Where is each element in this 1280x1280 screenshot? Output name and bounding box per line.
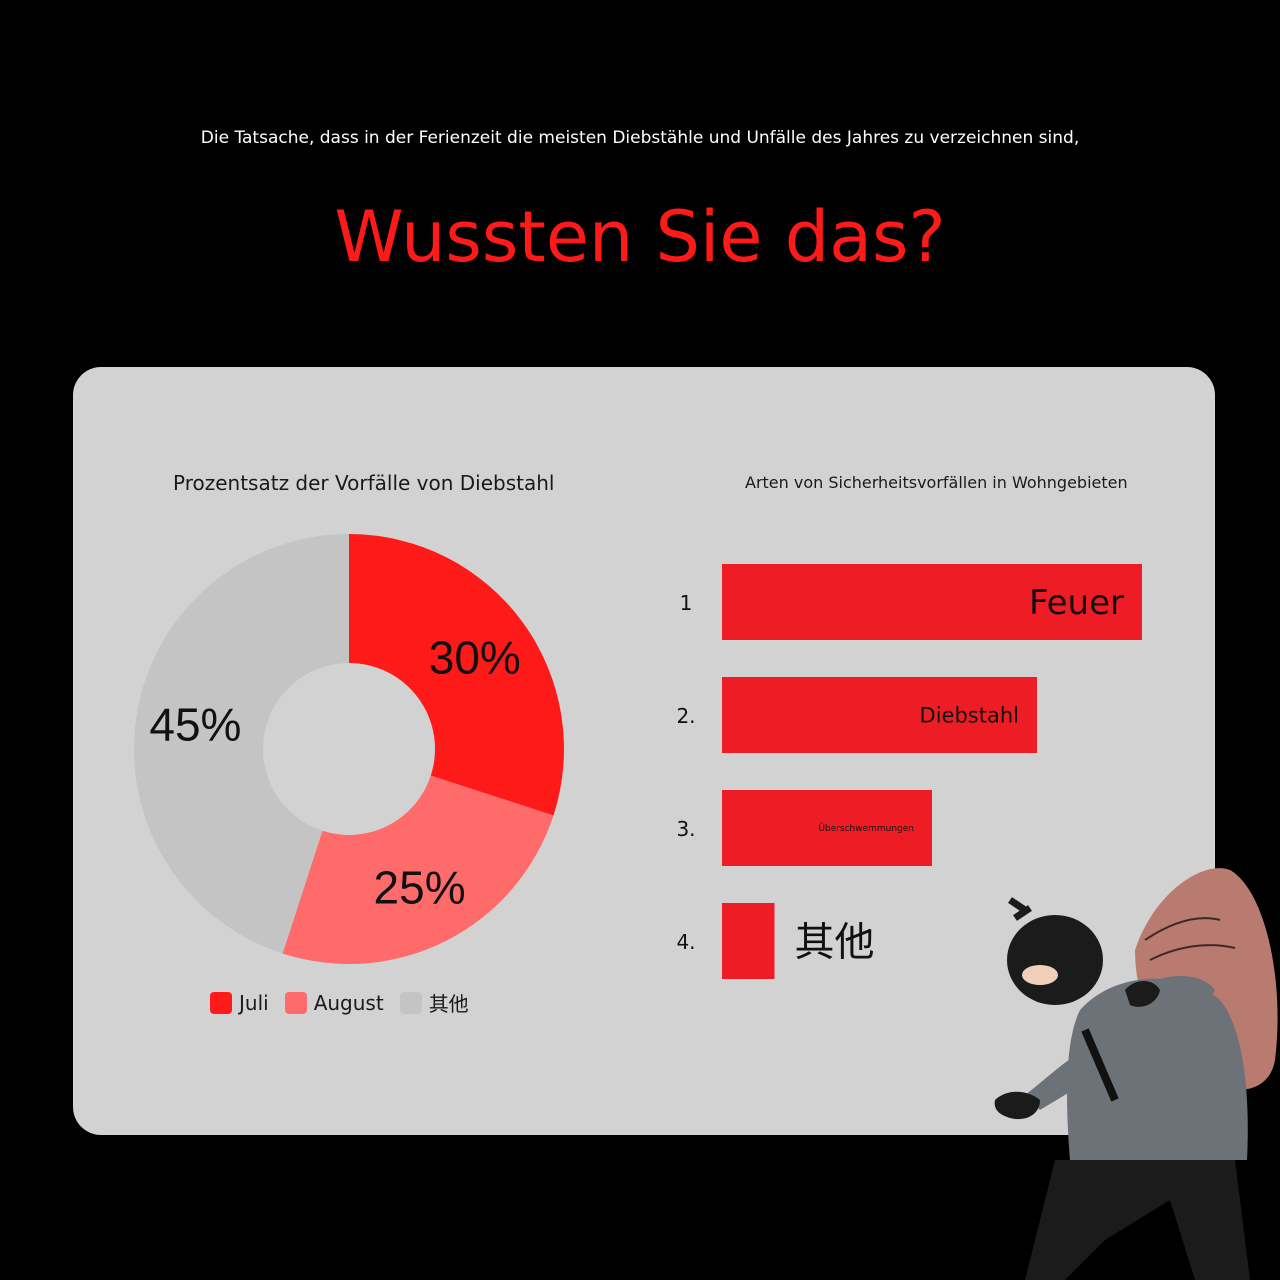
bar-rank-3: 3. xyxy=(676,817,695,841)
pie-slice-other xyxy=(133,534,349,954)
pie-label-other: 45% xyxy=(149,699,241,751)
bar-2 xyxy=(722,677,1037,753)
bar-1 xyxy=(722,564,1142,640)
bar-label-3: Überschwemmungen xyxy=(818,823,914,834)
legend-item-juli: Juli xyxy=(210,991,269,1015)
bar-3 xyxy=(722,790,932,866)
legend-swatch-other xyxy=(399,991,422,1014)
pie-label-juli: 30% xyxy=(429,632,521,684)
bar-rank-1: 1 xyxy=(680,591,693,615)
legend-label-juli: Juli xyxy=(239,990,269,1015)
pie-slice-august xyxy=(282,775,554,965)
bar-label-1: Feuer xyxy=(1029,583,1124,623)
bar-label-2: Diebstahl xyxy=(920,704,1019,728)
bar-rank-2: 2. xyxy=(676,704,695,728)
pie-slice-juli xyxy=(349,534,565,816)
bar-chart-title: Arten von Sicherheitsvorfällen in Wohnge… xyxy=(745,473,1128,492)
bar-4 xyxy=(722,903,775,979)
legend-label-august: August xyxy=(313,990,384,1015)
legend-item-other: 其他 xyxy=(399,988,469,1017)
pie-legend: Juli August 其他 xyxy=(210,988,485,1017)
legend-item-august: August xyxy=(284,990,384,1015)
headline: Wussten Sie das? xyxy=(334,196,946,278)
legend-swatch-juli xyxy=(210,991,232,1014)
thief-illustration xyxy=(994,868,1278,1280)
pie-label-august: 25% xyxy=(374,862,466,914)
bar-label-4: 其他 xyxy=(795,919,875,965)
legend-swatch-august xyxy=(284,991,307,1014)
legend-label-other: 其他 xyxy=(428,992,469,1016)
intro-text: Die Tatsache, dass in der Ferienzeit die… xyxy=(200,128,1080,148)
bar-rank-4: 4. xyxy=(676,930,695,954)
pie-chart-title: Prozentsatz der Vorfälle von Diebstahl xyxy=(173,471,555,495)
